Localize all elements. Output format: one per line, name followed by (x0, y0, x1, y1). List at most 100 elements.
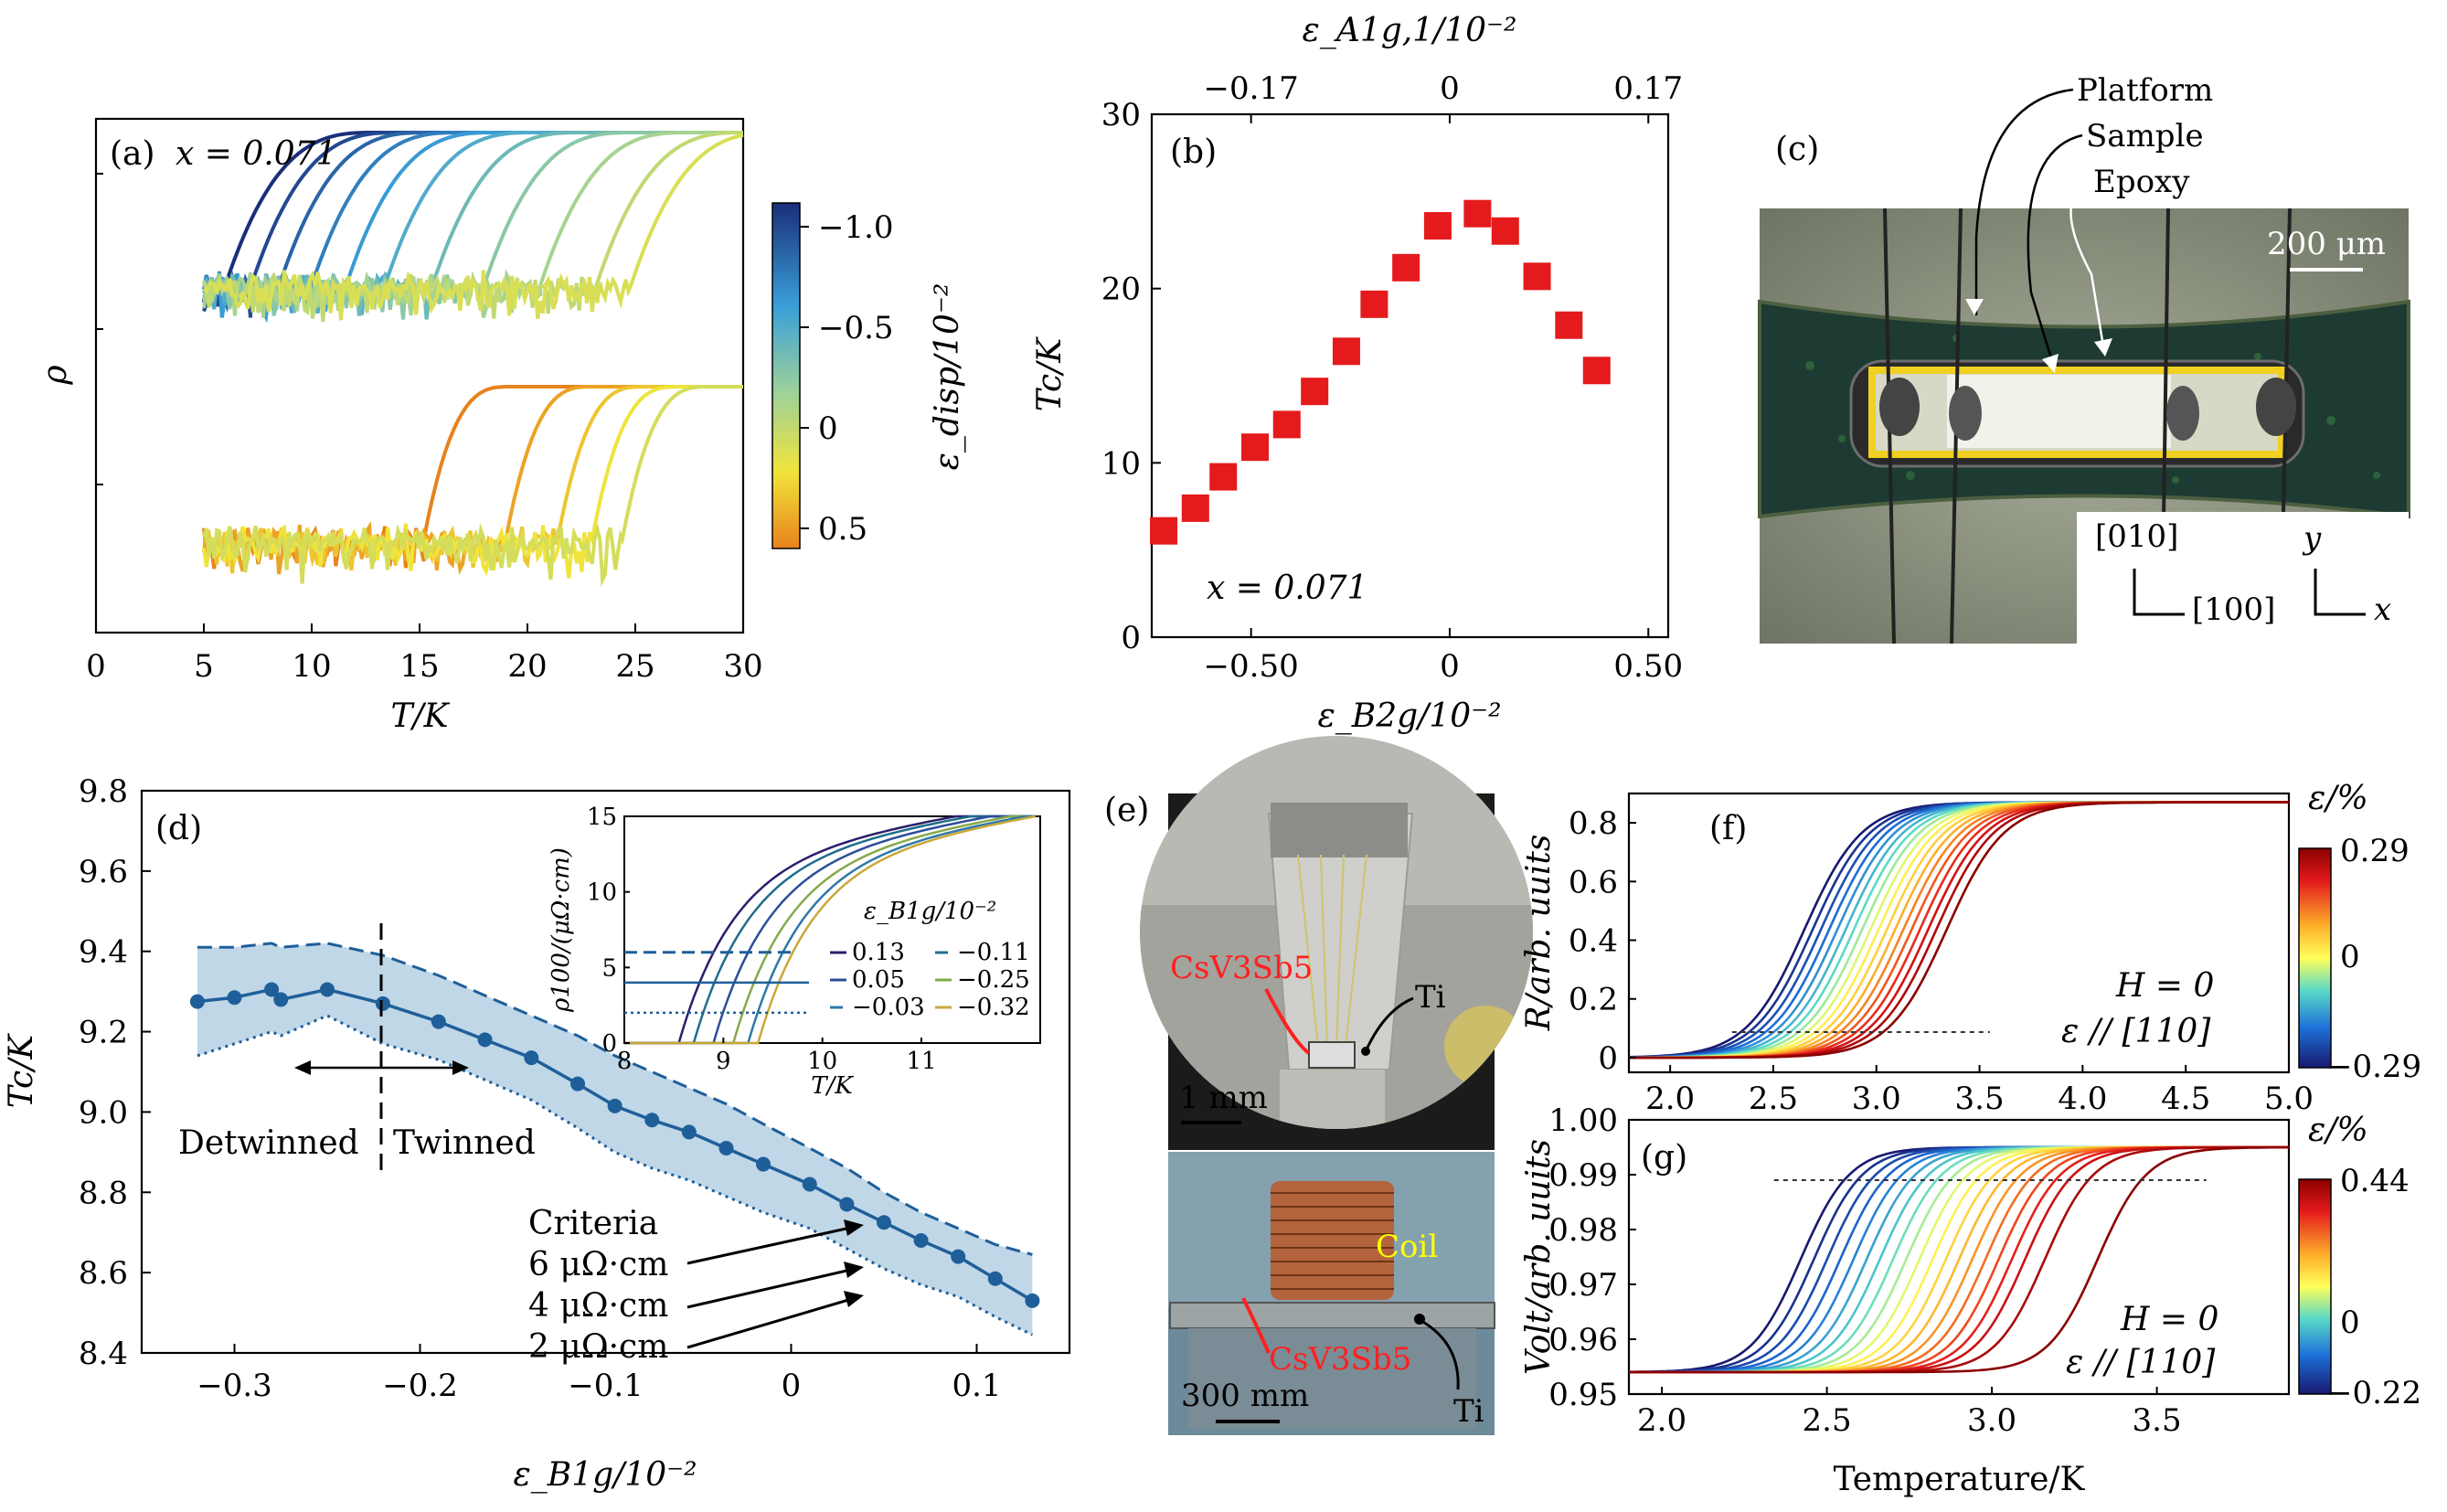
panel-e-top-photo (1140, 736, 1533, 1150)
panel-d-point (718, 1140, 734, 1155)
panel-e-sample-arrow-bottom (1241, 1297, 1271, 1354)
panel-d-inset: 8 9 10 11 0 5 10 15 T/K ρ100/(μΩ·cm) ε_B1g/10⁻²… (548, 804, 1041, 1100)
panel-d-point (681, 1124, 697, 1140)
panel-b-marker (1301, 378, 1329, 406)
panel-d-ytick-label: 8.6 (79, 1255, 128, 1292)
panel-a-cbtick-label: 0.5 (818, 511, 867, 548)
panel-e-ti-arrow-bottom (1420, 1319, 1460, 1390)
panel-f-xtick-label: 3.5 (1955, 1081, 2005, 1117)
panel-c-axis-010: [010] (2095, 518, 2178, 555)
panel-e-coil-label: Coil (1376, 1229, 1438, 1265)
panel-d-criteria-arrow (686, 1296, 856, 1349)
panel-b-plot (1150, 199, 1611, 545)
panel-e-ti-arrow-top (1365, 996, 1414, 1050)
panel-f-frame (1627, 792, 2291, 1074)
panel-a-upper-curve (202, 133, 744, 321)
panel-f-xtick-label: 4.0 (2058, 1081, 2107, 1117)
panel-d-point (189, 994, 205, 1009)
panel-b-marker (1272, 410, 1301, 439)
panel-g-cbtick: 0.44 (2340, 1163, 2410, 1199)
panel-e-scale-top: 1 mm (1179, 1080, 1268, 1116)
panel-d-inset-xtick-label: 8 (617, 1048, 633, 1075)
panel-c-lab-axes (2314, 569, 2366, 616)
arrow-head-icon (844, 1219, 864, 1236)
panel-d-inset-xtick-label: 9 (716, 1048, 731, 1075)
panel-d-point (877, 1215, 891, 1230)
panel-a-lower-curve (202, 385, 743, 574)
ti-marker-icon (1414, 1314, 1425, 1325)
panel-b-ytick-label: 0 (1121, 620, 1141, 656)
panel-a-xtick-label: 20 (507, 648, 547, 685)
panel-a-frame (94, 117, 745, 634)
panel-b-xtick-label: 0.50 (1613, 648, 1683, 685)
panel-a-xtick-label: 30 (723, 648, 762, 685)
panel-d-xtick-label: 0.1 (952, 1368, 1001, 1404)
panel-d-ytick-label: 9.6 (79, 854, 128, 890)
panel-d-plot (189, 942, 1040, 1336)
panel-d-label: (d) (155, 810, 202, 847)
panel-a-lower-curve (202, 385, 743, 588)
panel-b-ytick-label: 20 (1101, 272, 1141, 308)
panel-f-ylabel: R/arb. uuits (1520, 835, 1558, 1032)
panel-g-xtick-label: 2.5 (1803, 1402, 1852, 1439)
panel-a-plot (202, 131, 744, 588)
panel-f-ytick-label: 0.2 (1569, 982, 1618, 1018)
panel-d-band (197, 942, 1033, 1336)
panel-d-point (375, 996, 390, 1011)
panel-b-xtick-label: 0 (1440, 648, 1460, 685)
panel-d-xtick-label: −0.1 (568, 1368, 644, 1404)
panel-d-inset-ytick-label: 15 (587, 804, 617, 831)
panel-d-main-line (197, 987, 1034, 1303)
panel-b-xtick-label: −0.50 (1204, 648, 1299, 685)
panel-b-xlabel: ε_B2g/10⁻² (1317, 697, 1501, 735)
panel-a-xtick-label: 5 (194, 648, 214, 685)
panel-b-ylabel: Tc/K (1031, 336, 1069, 412)
panel-d-ytick-label: 8.8 (79, 1175, 128, 1211)
panel-f-xtick-label: 2.5 (1749, 1081, 1798, 1117)
panel-a-xtick-label: 25 (615, 648, 654, 685)
panel-f-xtick-label: 2.0 (1645, 1081, 1695, 1117)
panel-f: 2.0 2.5 3.0 3.5 4.0 4.5 5.0 0 0.2 0.4 0.6 0.8 (f) H… (1520, 780, 2421, 1117)
panel-f-ytick-label: 0.6 (1569, 864, 1618, 900)
panel-b-marker (1150, 516, 1178, 545)
panel-a-label: (a) (110, 135, 155, 173)
panel-c-sample-arrow (2027, 133, 2083, 371)
panel-d-criteria-arrow (686, 1267, 856, 1309)
panel-d-point (264, 982, 280, 997)
panel-d-point (320, 982, 335, 997)
panel-a-annotation: x = 0.071 (176, 135, 336, 173)
panel-f-field: H = 0 (2115, 967, 2214, 1005)
panel-d-ylabel: Tc/K (3, 1033, 40, 1109)
panel-g-ytick-label: 0.97 (1548, 1267, 1618, 1304)
panel-g-xtick-label: 2.0 (1637, 1402, 1686, 1439)
panel-g-frame (1627, 1118, 2291, 1396)
panel-d-point (987, 1271, 1003, 1286)
panel-d: −0.3 −0.2 −0.1 0 0.1 8.4 8.6 8.8 9.0 9.2 9.4 9.6 9.8… (3, 773, 1071, 1494)
panel-d-inset-xlabel: T/K (811, 1072, 854, 1100)
panel-e: (e) CsV3Sb5 Ti 1 mm (1104, 736, 1533, 1435)
panel-d-ytick-label: 8.4 (79, 1336, 128, 1372)
panel-d-inset-legend-title: ε_B1g/10⁻² (864, 898, 996, 925)
panel-g-colorbar-label: ε/% (2308, 1112, 2368, 1149)
panel-d-point (644, 1113, 660, 1128)
panel-f-xtick-label: 3.0 (1852, 1081, 1901, 1117)
panel-d-criteria-arrow (686, 1225, 856, 1265)
panel-d-inset-plot (624, 815, 1036, 1045)
panel-a-colorbar-label: ε_disp/10⁻² (929, 283, 966, 471)
arrow-head-icon (844, 1262, 864, 1278)
panel-a-upper-curve (202, 131, 743, 323)
panel-c-scale-label: 200 μm (2267, 226, 2386, 262)
arrow-head-icon (2094, 338, 2112, 357)
panel-f-label: (f) (1709, 810, 1747, 847)
panel-b-marker (1241, 433, 1269, 462)
panel-g-curve (1629, 1145, 2289, 1374)
panel-a-ylabel: ρ (37, 365, 74, 385)
panel-c-epoxy-arrow (2069, 179, 2106, 353)
panel-b-marker (1423, 212, 1452, 240)
panel-g-ytick-label: 0.96 (1548, 1322, 1618, 1358)
panel-a-xtick-label: 0 (86, 648, 106, 685)
panel-e-bottom-photo (1168, 1152, 1495, 1435)
panel-d-inset-ticks: 8 9 10 11 0 5 10 15 (587, 804, 937, 1075)
panel-d-ytick-label: 9.2 (79, 1015, 128, 1051)
